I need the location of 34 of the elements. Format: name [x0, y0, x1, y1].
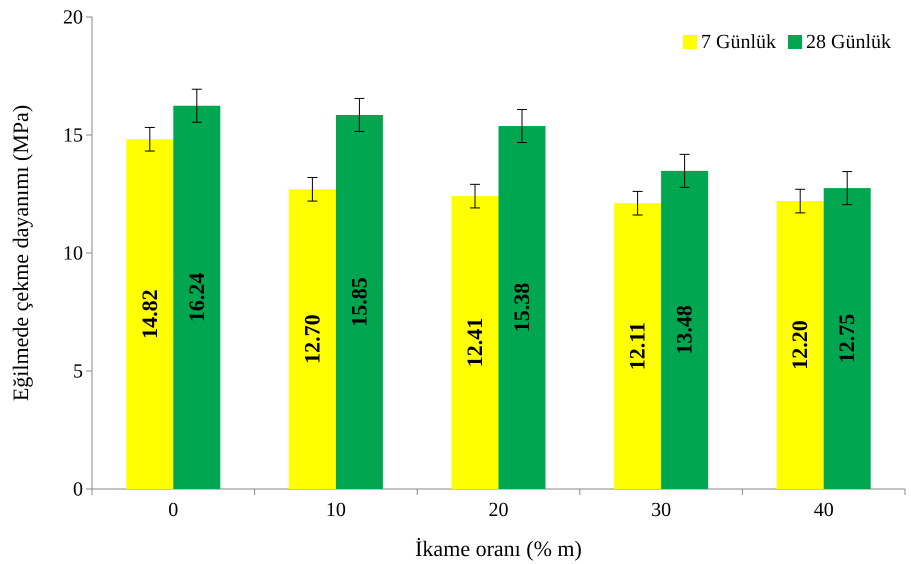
x-tick-label: 30: [651, 499, 672, 521]
data-label: 12.70: [299, 314, 324, 364]
data-label: 12.20: [787, 320, 812, 370]
x-axis-title: İkame oranı (% m): [415, 536, 582, 561]
x-tick-label: 20: [488, 499, 508, 521]
data-label: 12.75: [834, 314, 860, 364]
bar: [661, 170, 708, 489]
data-label: 15.85: [346, 277, 372, 327]
bar: [173, 106, 220, 489]
data-label: 12.11: [624, 322, 650, 370]
legend-label: 28 Günlük: [806, 31, 891, 53]
data-label: 13.48: [672, 305, 697, 355]
y-axis-title: Eğilmede çekme dayanımı (MPa): [8, 104, 33, 402]
data-label: 12.41: [462, 318, 487, 368]
x-tick-label: 0: [168, 499, 178, 521]
bar: [776, 201, 824, 489]
y-tick-label: 5: [73, 360, 83, 382]
bar: [824, 188, 871, 489]
legend-label: 7 Günlük: [701, 31, 776, 53]
bar: [498, 126, 546, 489]
y-tick-label: 0: [73, 478, 83, 500]
data-label: 14.82: [136, 289, 162, 339]
y-tick-label: 10: [63, 242, 83, 264]
bar: [452, 196, 498, 489]
x-tick-label: 10: [326, 499, 346, 521]
data-label: 16.24: [184, 272, 209, 322]
bar: [288, 189, 336, 489]
y-tick-label: 20: [63, 6, 83, 28]
bar: [614, 203, 662, 489]
data-label: 15.38: [509, 282, 534, 332]
bar: [336, 114, 383, 489]
bar: [126, 139, 174, 489]
y-tick-label: 15: [63, 124, 83, 146]
x-tick-label: 40: [814, 499, 834, 521]
